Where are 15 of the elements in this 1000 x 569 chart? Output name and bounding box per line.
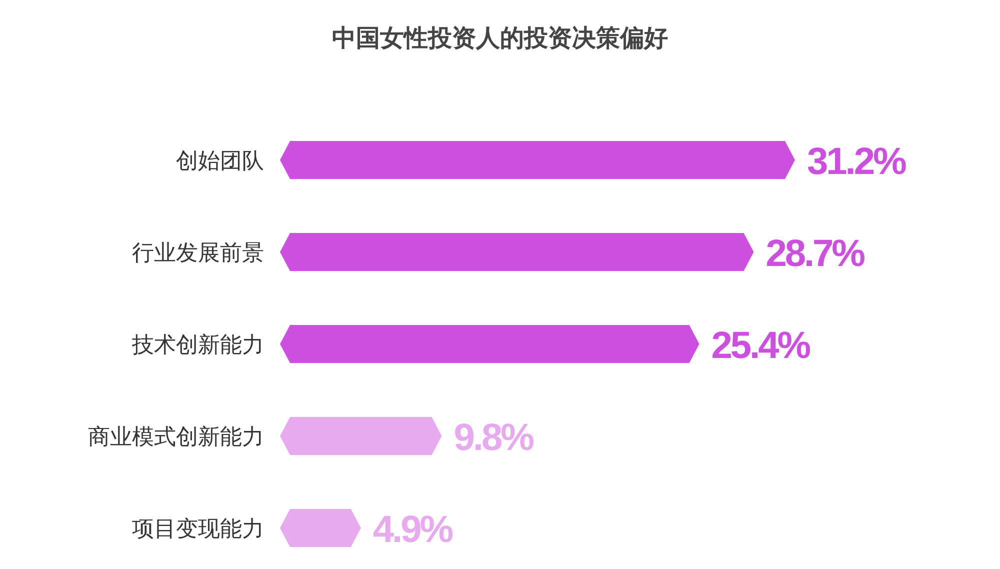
data-label: 9.8% <box>454 417 534 459</box>
y-tick-label: 商业模式创新能力 <box>88 425 264 450</box>
data-label: 25.4% <box>711 325 810 367</box>
y-tick-label: 创始团队 <box>176 149 264 174</box>
data-label: 28.7% <box>766 233 865 275</box>
y-tick-label: 项目变现能力 <box>132 517 264 542</box>
chart-title: 中国女性投资人的投资决策偏好 <box>332 24 668 52</box>
y-tick-label: 技术创新能力 <box>131 333 264 358</box>
bar <box>280 325 700 363</box>
bar <box>280 233 754 271</box>
y-tick-label: 行业发展前景 <box>132 241 264 266</box>
data-label: 4.9% <box>372 509 453 551</box>
bar <box>280 417 442 455</box>
data-label: 31.2% <box>807 141 906 183</box>
bar <box>280 141 795 179</box>
